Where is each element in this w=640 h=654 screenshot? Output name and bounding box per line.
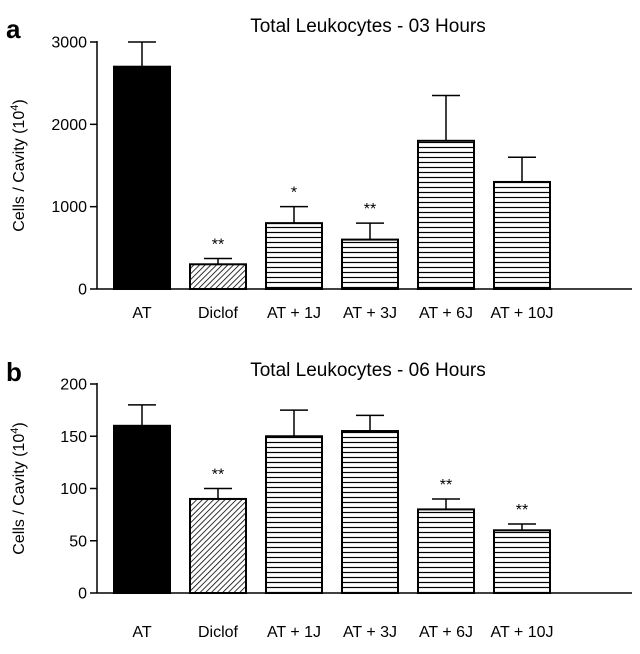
bar-diclof bbox=[189, 263, 247, 290]
y-axis-label: Cells / Cavity (104) bbox=[9, 422, 28, 554]
panel-a: a Total Leukocytes - 03 Hours Cells / Cavi… bbox=[6, 14, 632, 322]
x-tick-label: AT + 3J bbox=[343, 624, 397, 641]
bar-diclof bbox=[189, 497, 247, 595]
x-tick-label: AT + 1J bbox=[267, 305, 321, 322]
bar-at-3j bbox=[341, 430, 399, 594]
bar-at-1j bbox=[265, 222, 323, 290]
x-tick-label: AT + 6J bbox=[419, 624, 473, 641]
x-tick-label: Diclof bbox=[198, 305, 239, 322]
x-tick-label: AT + 6J bbox=[419, 305, 473, 322]
panel-b: b Total Leukocytes - 06 Hours Cells / Cavi… bbox=[6, 357, 632, 641]
bar-at-3j bbox=[341, 238, 399, 291]
panel-letter: a bbox=[6, 14, 21, 44]
y-tick-label: 0 bbox=[78, 586, 87, 603]
x-tick-label: Diclof bbox=[198, 624, 239, 641]
bar-at-10j bbox=[493, 180, 551, 290]
y-tick-label: 150 bbox=[60, 429, 87, 446]
significance-marker: ** bbox=[212, 467, 224, 484]
bar-at-6j bbox=[417, 139, 475, 290]
y-axis-label: Cells / Cavity (104) bbox=[9, 99, 28, 231]
bar-at bbox=[113, 424, 171, 594]
y-tick-label: 50 bbox=[69, 533, 87, 550]
panel-letter: b bbox=[6, 357, 22, 387]
y-tick-label: 2000 bbox=[51, 117, 87, 134]
significance-marker: ** bbox=[364, 201, 376, 218]
bar-at-1j bbox=[265, 435, 323, 594]
significance-marker: ** bbox=[212, 237, 224, 254]
y-tick-label: 100 bbox=[60, 481, 87, 498]
x-tick-label: AT + 10J bbox=[491, 624, 554, 641]
x-tick-label: AT + 1J bbox=[267, 624, 321, 641]
y-axis-label-superscript: 4 bbox=[9, 428, 21, 434]
y-axis-label-close: ) bbox=[11, 99, 28, 104]
x-tick-label: AT bbox=[132, 305, 151, 322]
bar-at bbox=[113, 65, 171, 290]
y-tick-label: 200 bbox=[60, 377, 87, 394]
significance-marker: ** bbox=[440, 477, 452, 494]
bar-at-10j bbox=[493, 529, 551, 594]
x-tick-label: AT + 3J bbox=[343, 305, 397, 322]
y-axis-label-text: Cells / Cavity (10 bbox=[11, 434, 28, 555]
x-tick-label: AT + 10J bbox=[491, 305, 554, 322]
y-tick-label: 0 bbox=[78, 282, 87, 299]
y-axis-label-superscript: 4 bbox=[9, 105, 21, 111]
bar-at-6j bbox=[417, 508, 475, 594]
y-tick-label: 3000 bbox=[51, 35, 87, 52]
y-tick-label: 1000 bbox=[51, 199, 87, 216]
significance-marker: * bbox=[291, 185, 297, 202]
chart-title: Total Leukocytes - 03 Hours bbox=[250, 16, 486, 37]
y-axis-label-text: Cells / Cavity (10 bbox=[11, 111, 28, 232]
significance-marker: ** bbox=[516, 502, 528, 519]
y-axis-label-close: ) bbox=[11, 422, 28, 427]
chart-title: Total Leukocytes - 06 Hours bbox=[250, 360, 486, 381]
x-tick-label: AT bbox=[132, 624, 151, 641]
